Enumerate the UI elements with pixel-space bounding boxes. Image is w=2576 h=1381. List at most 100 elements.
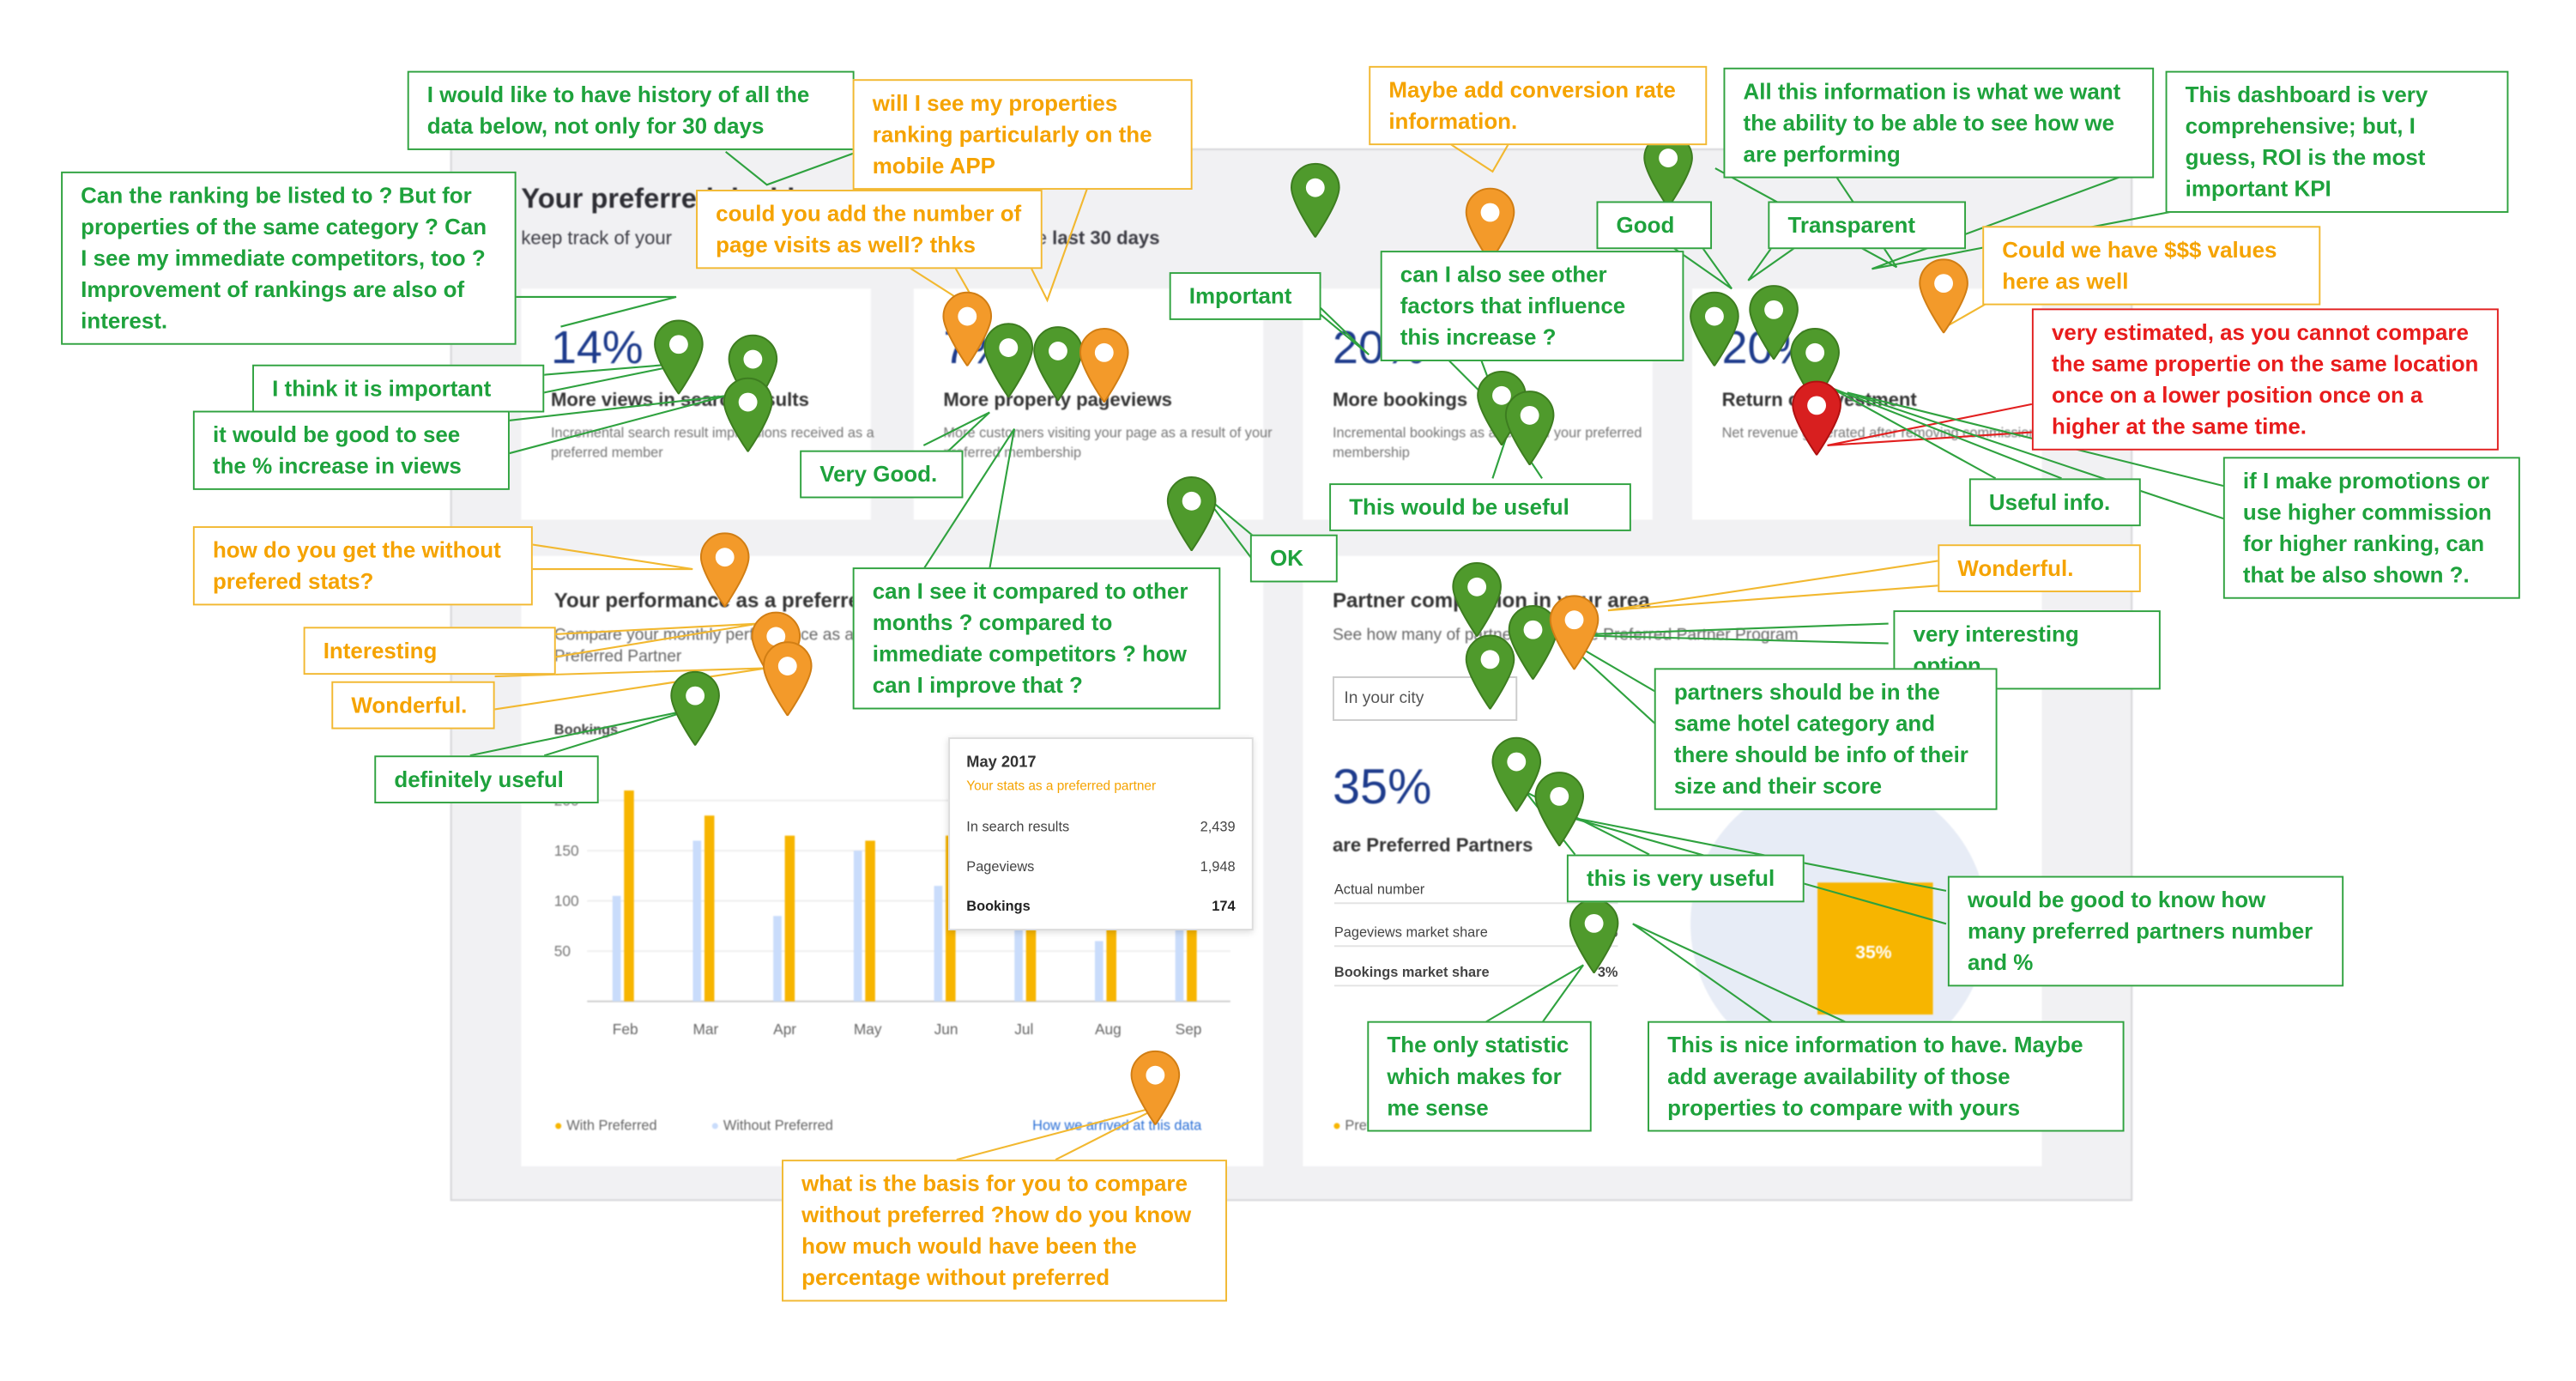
green-pin-icon[interactable] bbox=[1748, 284, 1799, 360]
callout-useful: This would be useful bbox=[1329, 483, 1631, 531]
connector bbox=[1872, 164, 2227, 270]
preferred-percent-label: are Preferred Partners bbox=[1332, 836, 1533, 857]
callout-basis: what is the basis for you to compare wit… bbox=[782, 1160, 1227, 1302]
orange-pin-icon[interactable] bbox=[1130, 1049, 1182, 1125]
callout-very-good: Very Good. bbox=[800, 450, 964, 499]
orange-pin-icon[interactable] bbox=[699, 531, 751, 608]
callout-all-info: All this information is what we want the… bbox=[1723, 67, 2155, 179]
orange-pin-icon[interactable] bbox=[1079, 327, 1130, 403]
connector bbox=[922, 411, 990, 460]
x-tick-label: Apr bbox=[773, 1021, 796, 1038]
green-pin-icon[interactable] bbox=[1166, 475, 1218, 551]
green-pin-icon[interactable] bbox=[1689, 290, 1740, 366]
orange-pin-icon[interactable] bbox=[1918, 257, 1969, 334]
green-pin-icon[interactable] bbox=[1290, 161, 1341, 238]
bar-with-preferred bbox=[1106, 921, 1116, 1002]
connector bbox=[1607, 560, 1938, 612]
green-pin-icon[interactable] bbox=[983, 322, 1035, 398]
callout-think-important: I think it is important bbox=[252, 364, 545, 413]
connector bbox=[1847, 391, 2228, 521]
callout-only-statistic: The only statistic which makes for me se… bbox=[1367, 1021, 1592, 1132]
bar-without-preferred bbox=[853, 851, 862, 1002]
green-pin-icon[interactable] bbox=[723, 376, 774, 452]
callout-important: Important bbox=[1169, 272, 1321, 320]
green-pin-icon[interactable] bbox=[1508, 603, 1559, 680]
callout-useful-info: Useful info. bbox=[1968, 478, 2141, 527]
bar-without-preferred bbox=[934, 886, 943, 1002]
connector bbox=[1566, 622, 1889, 645]
bar-without-preferred bbox=[1094, 941, 1104, 1002]
connector bbox=[530, 543, 693, 571]
callout-estimated: very estimated, as you cannot compare th… bbox=[2031, 308, 2499, 451]
tooltip-row: Pageviews 1,948 bbox=[966, 857, 1236, 875]
x-tick-label: Mar bbox=[692, 1021, 718, 1038]
tooltip-row: In search results 2,439 bbox=[966, 818, 1236, 835]
callout-very-useful: this is very useful bbox=[1566, 854, 1805, 903]
callout-wonderful-left: Wonderful. bbox=[331, 681, 495, 730]
callout-wonderful-right: Wonderful. bbox=[1938, 544, 2141, 592]
connector bbox=[537, 622, 759, 661]
callout-history: I would like to have history of all the … bbox=[407, 70, 855, 150]
connector bbox=[511, 295, 677, 328]
connector bbox=[725, 150, 858, 186]
period-label: last 30 days bbox=[1052, 229, 1160, 250]
green-pin-icon[interactable] bbox=[1569, 898, 1620, 973]
green-pin-icon[interactable] bbox=[1491, 736, 1542, 812]
callout-definitely-useful: definitely useful bbox=[374, 755, 599, 804]
x-tick-label: Jun bbox=[934, 1021, 958, 1038]
callout-good: Good bbox=[1596, 201, 1713, 250]
x-tick-label: May bbox=[854, 1021, 882, 1038]
legend-with-preferred: ● With Preferred bbox=[553, 1117, 657, 1134]
green-pin-icon[interactable] bbox=[728, 333, 779, 409]
green-pin-icon[interactable] bbox=[1789, 327, 1841, 403]
bar-with-preferred bbox=[784, 835, 795, 1002]
kpi-description: Incremental bookings as a result of your… bbox=[1332, 423, 1642, 461]
preferred-percent: 35% bbox=[1332, 760, 1432, 815]
green-pin-icon[interactable] bbox=[1465, 633, 1516, 710]
bar-with-preferred bbox=[865, 840, 875, 1002]
callout-transparent: Transparent bbox=[1768, 201, 1967, 250]
green-pin-icon[interactable] bbox=[1533, 771, 1585, 846]
callout-promotions: if I make promotions or use higher commi… bbox=[2222, 457, 2520, 599]
bar-with-preferred bbox=[704, 815, 715, 1002]
y-tick-label: 100 bbox=[554, 892, 579, 909]
y-tick-label: 50 bbox=[554, 942, 571, 960]
callout-conversion: Maybe add conversion rate information. bbox=[1369, 65, 1708, 146]
tooltip-row: Bookings 174 bbox=[966, 897, 1236, 914]
bar-without-preferred bbox=[773, 916, 782, 1002]
kpi-description: Incremental search result impressions re… bbox=[550, 423, 874, 461]
green-pin-icon[interactable] bbox=[669, 669, 721, 746]
green-pin-icon[interactable] bbox=[1451, 560, 1503, 637]
bar-without-preferred bbox=[612, 895, 621, 1002]
x-tick-label: Jul bbox=[1014, 1021, 1033, 1038]
y-tick-label: 150 bbox=[554, 842, 579, 859]
kpi-label: More bookings bbox=[1332, 391, 1468, 411]
callout-pct-increase: it would be good to see the % increase i… bbox=[192, 410, 510, 490]
orange-pin-icon[interactable] bbox=[1465, 186, 1516, 263]
kpi-value: 14% bbox=[550, 321, 644, 373]
green-pin-icon[interactable] bbox=[1504, 390, 1556, 466]
connector bbox=[469, 708, 693, 757]
connector bbox=[1747, 233, 1815, 282]
orange-pin-icon[interactable] bbox=[762, 640, 813, 717]
callout-roi: This dashboard is very comprehensive; bu… bbox=[2165, 70, 2509, 213]
connector bbox=[1632, 923, 1848, 1024]
orange-pin-icon[interactable] bbox=[1549, 594, 1600, 670]
callout-other-factors: can I also see other factors that influe… bbox=[1380, 251, 1684, 361]
connector bbox=[1827, 403, 2033, 446]
chart-tooltip: May 2017 Your stats as a preferred partn… bbox=[948, 737, 1254, 931]
x-tick-label: Aug bbox=[1095, 1021, 1122, 1038]
green-pin-icon[interactable] bbox=[653, 318, 704, 395]
green-pin-icon[interactable] bbox=[1032, 325, 1084, 402]
connector bbox=[1310, 306, 1370, 356]
pie-label: 35% bbox=[1855, 943, 1891, 963]
callout-ranking: Can the ranking be listed to ? But for p… bbox=[61, 171, 517, 345]
red-pin-icon[interactable] bbox=[1791, 379, 1842, 456]
callout-same-category: partners should be in the same hotel cat… bbox=[1654, 668, 1998, 810]
orange-pin-icon[interactable] bbox=[941, 290, 993, 366]
tooltip-subtitle: Your stats as a preferred partner bbox=[966, 778, 1157, 794]
connector bbox=[1484, 964, 1584, 1024]
connector bbox=[922, 428, 1016, 570]
callout-without-stats: how do you get the without prefered stat… bbox=[192, 526, 533, 606]
